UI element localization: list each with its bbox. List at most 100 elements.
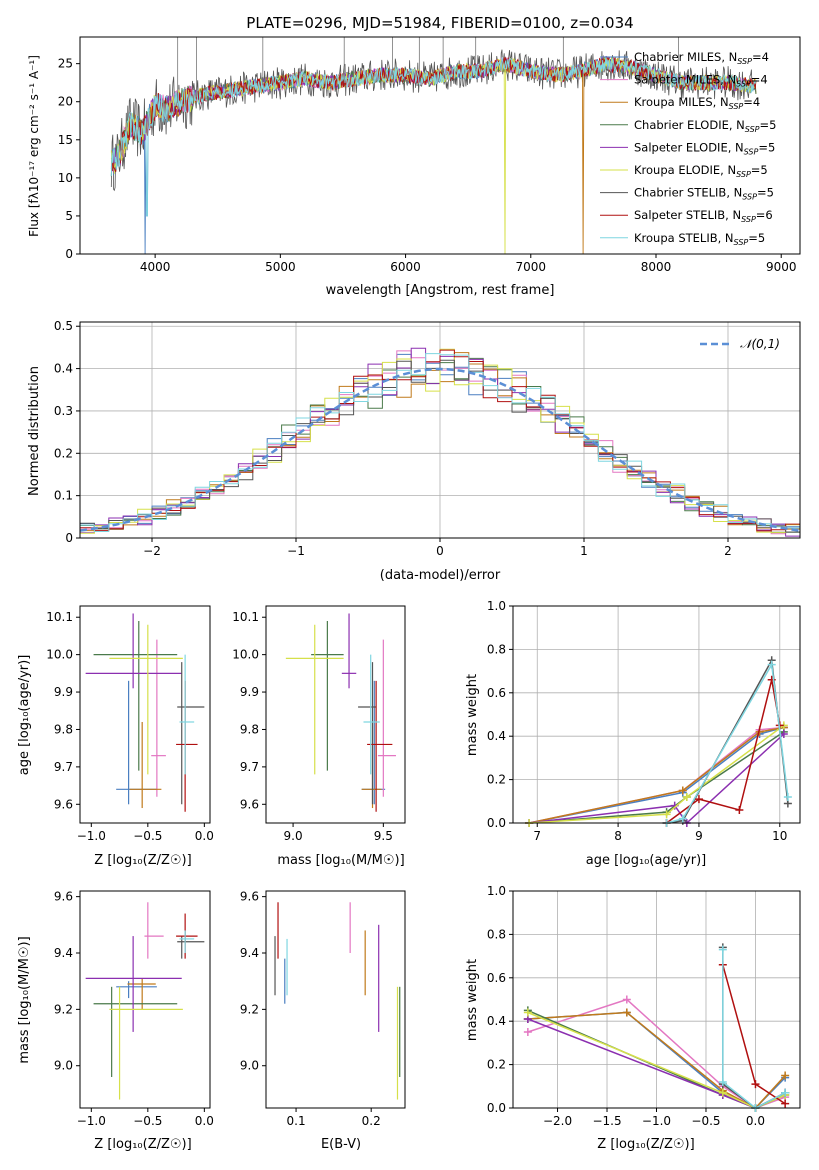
- y-tick-label: 9.0: [240, 1059, 259, 1073]
- residual-ylabel: Normed distribution: [27, 366, 42, 496]
- x-tick-label: −1.5: [592, 1114, 621, 1128]
- legend-label: Kroupa MILES, NSSP=4: [634, 95, 760, 111]
- y-tick-label: 0.2: [487, 773, 506, 787]
- weight-line: [529, 726, 784, 824]
- x-tick-label: 9000: [766, 260, 797, 274]
- gaussian-curve: [80, 367, 800, 532]
- weight-marker: [718, 1077, 727, 1086]
- weight-line: [666, 662, 789, 824]
- y-tick-label: 0.2: [54, 446, 73, 460]
- legend-label: Chabrier STELIB, NSSP=5: [634, 186, 774, 202]
- y-tick-label: 9.4: [54, 946, 73, 960]
- y-tick-label: 9.7: [54, 760, 73, 774]
- x-tick-label: 0.2: [362, 1114, 381, 1128]
- legend-label: Chabrier ELODIE, NSSP=5: [634, 118, 776, 134]
- legend-count: =4: [751, 73, 768, 87]
- legend-subscript: SSP: [737, 57, 752, 66]
- x-tick-label: 9.0: [284, 829, 303, 843]
- legend-label: Chabrier MILES, NSSP=4: [634, 50, 769, 66]
- x-tick-label: 8: [614, 829, 622, 843]
- y-tick-label: 0.5: [54, 319, 73, 333]
- weight-marker: [735, 805, 744, 814]
- spectrum-plot-area: 4000 5000 6000 7000 8000 9000 0 5 10 15 20 25: [58, 36, 801, 274]
- mass-weight-vs-age-xlabel: age [log₁₀(age/yr)]: [586, 853, 707, 868]
- x-tick-label: 10: [772, 829, 787, 843]
- weight-marker: [523, 1008, 532, 1017]
- weight-marker: [781, 1099, 790, 1108]
- y-tick-label: 9.2: [240, 1002, 259, 1016]
- x-tick-label: 7000: [516, 260, 547, 274]
- y-tick-label: 0.2: [487, 1058, 506, 1072]
- y-tick-label: 20: [58, 95, 73, 109]
- weight-marker: [678, 814, 687, 823]
- y-tick-label: 10.0: [232, 648, 259, 662]
- x-tick-label: 0.0: [746, 1114, 765, 1128]
- x-tick-label: 5000: [265, 260, 296, 274]
- axes-frame: [79, 321, 801, 539]
- mass-vs-metallicity-xlabel: Z [log₁₀(Z/Z☉)]: [94, 1137, 191, 1152]
- weight-marker: [678, 786, 687, 795]
- axes-frame: [512, 890, 801, 1109]
- x-tick-label: 0.0: [195, 1114, 214, 1128]
- y-tick-label: 9.6: [240, 890, 259, 904]
- legend-label: Kroupa ELODIE, NSSP=5: [634, 163, 768, 179]
- spectrum-panel: 4000 5000 6000 7000 8000 9000 0 5 10 15 20 25 wavel…: [27, 36, 801, 298]
- x-tick-label: 0: [436, 544, 444, 558]
- y-tick-label: 1.0: [487, 599, 506, 613]
- x-tick-label: 1: [580, 544, 588, 558]
- x-tick-label: −2: [143, 544, 161, 558]
- weight-line: [529, 724, 785, 824]
- y-tick-label: 10.1: [46, 610, 73, 624]
- y-tick-label: 0.1: [54, 489, 73, 503]
- legend-label: Salpeter ELODIE, NSSP=5: [634, 140, 775, 156]
- legend-count: =4: [743, 95, 760, 109]
- weight-marker: [523, 1028, 532, 1037]
- mass-weight-vs-metallicity-xlabel: Z [log₁₀(Z/Z☉)]: [597, 1137, 694, 1152]
- x-tick-label: −2.0: [543, 1114, 572, 1128]
- residual-legend: 𝒩(0,1): [700, 337, 780, 351]
- axes-frame: [79, 605, 211, 824]
- weight-line: [666, 679, 781, 824]
- axes-frame: [79, 36, 801, 255]
- legend-count: =5: [748, 231, 765, 245]
- legend-subscript: SSP: [744, 147, 759, 156]
- weight-marker: [781, 1088, 790, 1097]
- legend-subscript: SSP: [742, 193, 757, 202]
- y-tick-label: 1.0: [487, 884, 506, 898]
- axes-frame: [265, 605, 406, 824]
- axes-frame: [265, 890, 406, 1109]
- y-tick-label: 0.0: [487, 816, 506, 830]
- legend-count: =5: [757, 186, 774, 200]
- weight-marker: [718, 1088, 727, 1097]
- y-tick-label: 0.4: [487, 1014, 506, 1028]
- legend-count: =5: [758, 140, 775, 154]
- x-tick-label: −0.5: [133, 1114, 162, 1128]
- y-tick-label: 9.4: [240, 946, 259, 960]
- y-tick-label: 0.4: [54, 362, 73, 376]
- mass-vs-extinction-plot: 0.1 0.2 9.0 9.2 9.4 9.6: [240, 890, 406, 1128]
- axes-frame: [512, 605, 801, 824]
- weight-marker: [767, 675, 776, 684]
- residual-plot-area: −2 −1 0 1 2 0 0.1 0.2 0.3 0.4 0.5: [54, 319, 801, 558]
- legend-label: Salpeter STELIB, NSSP=6: [634, 208, 773, 224]
- weight-marker: [662, 810, 671, 819]
- age-vs-metallicity-plot: −1.0 −0.5 0.0 9.6 9.7 9.8 9.9 10.0 10.1: [46, 605, 214, 843]
- weight-marker: [779, 730, 788, 739]
- y-tick-label: 0.6: [487, 971, 506, 985]
- histogram-step: [80, 353, 800, 532]
- x-tick-label: −1.0: [77, 829, 106, 843]
- weight-line: [722, 949, 786, 1109]
- weight-line: [529, 726, 784, 824]
- x-tick-label: 9.5: [374, 829, 393, 843]
- y-tick-label: 10.1: [232, 610, 259, 624]
- y-tick-label: 0.4: [487, 729, 506, 743]
- y-tick-label: 0: [65, 531, 73, 545]
- legend-subscript: SSP: [736, 170, 751, 179]
- weight-line: [529, 733, 785, 825]
- x-tick-label: −0.5: [691, 1114, 720, 1128]
- mass-weight-vs-age-ylabel: mass weight: [465, 674, 480, 756]
- x-tick-label: −0.5: [133, 829, 162, 843]
- weight-marker: [682, 792, 691, 801]
- y-tick-label: 10: [58, 171, 73, 185]
